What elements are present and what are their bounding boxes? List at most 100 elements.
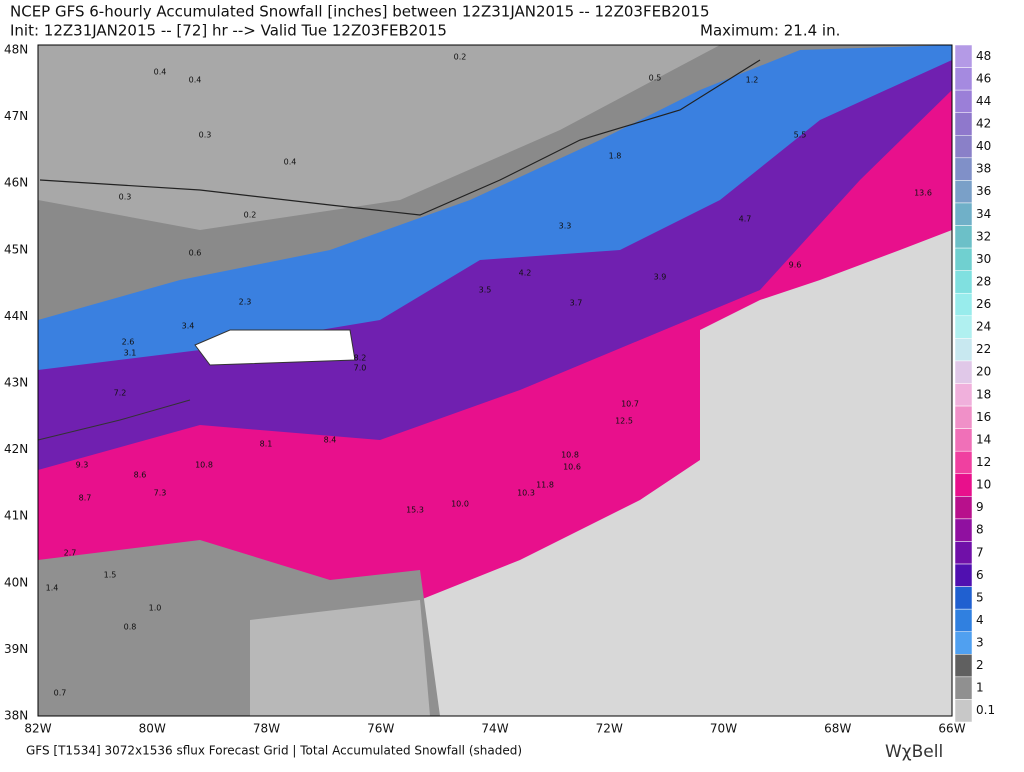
colorbar-box	[954, 180, 973, 204]
map-value-label: 8.1	[260, 440, 273, 449]
map-value-label: 3.5	[479, 286, 492, 295]
map-value-label: 7.0	[354, 364, 367, 373]
map-value-label: 10.6	[563, 463, 581, 472]
colorbar-label: 12	[976, 455, 991, 469]
map-value-label: 3.7	[570, 299, 583, 308]
lon-label: 78W	[253, 722, 280, 736]
lon-label: 72W	[596, 722, 623, 736]
colorbar-box	[954, 608, 973, 632]
map-value-label: 10.7	[621, 400, 639, 409]
colorbar-box	[954, 112, 973, 136]
map-value-label: 0.7	[54, 689, 67, 698]
map-value-label: 0.2	[244, 211, 257, 220]
map-value-label: 3.9	[654, 273, 667, 282]
colorbar-label: 2	[976, 658, 984, 672]
colorbar-label: 34	[976, 207, 991, 221]
lat-label: 44N	[4, 309, 28, 323]
map	[37, 44, 953, 717]
map-value-label: 9.3	[76, 461, 89, 470]
colorbar-label: 18	[976, 387, 991, 401]
map-value-label: 8.7	[79, 494, 92, 503]
map-value-label: 2.6	[122, 338, 135, 347]
colorbar-box	[954, 338, 973, 362]
title: NCEP GFS 6-hourly Accumulated Snowfall […	[10, 3, 710, 21]
map-value-label: 5.5	[794, 131, 807, 140]
light-gray-area	[38, 45, 720, 230]
colorbar-label: 14	[976, 432, 991, 446]
maximum: Maximum: 21.4 in.	[700, 22, 840, 40]
colorbar-label: 5	[976, 590, 984, 604]
colorbar-label: 24	[976, 320, 991, 334]
map-value-label: 0.4	[284, 158, 297, 167]
colorbar-label: 22	[976, 342, 991, 356]
colorbar-box	[954, 405, 973, 429]
lat-label: 39N	[4, 642, 28, 656]
lat-label: 46N	[4, 176, 28, 190]
colorbar-box	[954, 631, 973, 655]
map-value-label: 10.8	[195, 461, 213, 470]
lat-label: 43N	[4, 376, 28, 390]
colorbar-label: 16	[976, 410, 991, 424]
colorbar-label: 1	[976, 681, 984, 695]
colorbar-box	[954, 292, 973, 317]
colorbar-label: 3	[976, 636, 984, 650]
map-value-label: 0.5	[649, 74, 662, 83]
colorbar-box	[954, 676, 973, 700]
colorbar-label: 28	[976, 274, 991, 288]
map-value-label: 8.4	[324, 436, 337, 445]
colorbar-box	[954, 157, 973, 181]
map-value-label: 4.2	[519, 269, 532, 278]
map-value-label: 9.6	[789, 261, 802, 270]
map-value-label: 1.5	[104, 571, 117, 580]
map-value-label: 2.3	[239, 298, 252, 307]
colorbar-box	[954, 586, 973, 610]
map-value-label: 0.3	[119, 193, 132, 202]
map-value-label: 1.4	[46, 584, 59, 593]
colorbar-box	[954, 135, 973, 159]
colorbar-label: 32	[976, 229, 991, 243]
south-light	[250, 600, 430, 716]
colorbar-label: 38	[976, 162, 991, 176]
map-value-label: 13.6	[914, 189, 932, 198]
lake-erie	[37, 399, 191, 441]
colorbar-label: 8	[976, 523, 984, 537]
map-value-label: 3.3	[559, 222, 572, 231]
map-value-label: 7.3	[154, 489, 167, 498]
colorbar-box	[954, 44, 973, 68]
colorbar-box	[954, 654, 973, 678]
map-value-label: 12.5	[615, 417, 633, 426]
colorbar-box	[954, 67, 973, 91]
map-value-label: 8.2	[354, 354, 367, 363]
map-value-label: 1.8	[609, 152, 622, 161]
subtitle: Init: 12Z31JAN2015 -- [72] hr --> Valid …	[10, 22, 447, 40]
colorbar-box	[954, 496, 973, 520]
lat-label: 45N	[4, 242, 28, 256]
lat-label: 47N	[4, 109, 28, 123]
lake-ontario	[194, 329, 356, 366]
map-value-label: 1.0	[149, 604, 162, 613]
map-value-label: 0.4	[189, 76, 202, 85]
colorbar-box	[954, 247, 973, 271]
colorbar-box	[954, 473, 973, 497]
map-value-label: 0.3	[199, 131, 212, 140]
colorbar-box	[954, 202, 973, 226]
map-value-label: 10.3	[517, 489, 535, 498]
colorbar-box	[954, 450, 973, 475]
lat-label: 48N	[4, 43, 28, 57]
colorbar-box	[954, 699, 973, 723]
colorbar-label: 9	[976, 500, 984, 514]
map-value-label: 0.8	[124, 623, 137, 632]
colorbar-box	[954, 428, 973, 452]
map-value-label: 7.2	[114, 389, 127, 398]
map-value-label: 0.2	[454, 53, 467, 62]
lon-label: 82W	[24, 722, 51, 736]
colorbar-label: 42	[976, 116, 991, 130]
colorbar-box	[954, 541, 973, 565]
colorbar-label: 36	[976, 184, 991, 198]
brand: WχBell	[885, 742, 943, 762]
colorbar-label: 20	[976, 365, 991, 379]
lat-label: 38N	[4, 709, 28, 723]
map-value-label: 3.4	[182, 322, 195, 331]
colorbar-label: 44	[976, 94, 991, 108]
map-value-label: 2.7	[64, 549, 77, 558]
